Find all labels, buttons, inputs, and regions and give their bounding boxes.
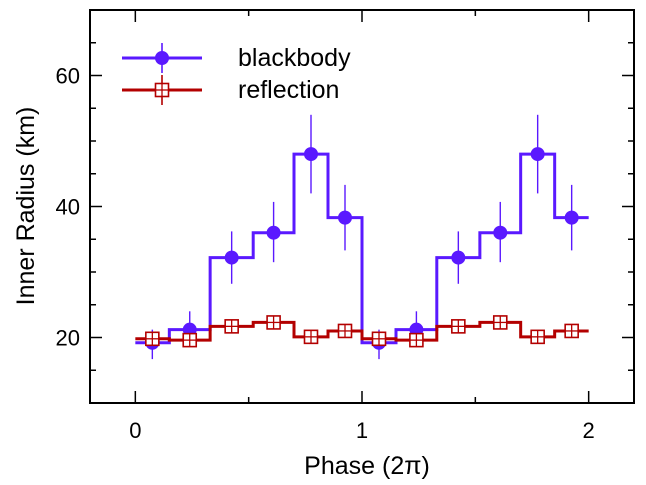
legend-label: reflection <box>238 76 339 104</box>
y-tick-label: 20 <box>56 326 80 351</box>
legend-label: blackbody <box>238 44 351 72</box>
series-reflection <box>135 315 589 348</box>
data-point <box>338 210 352 225</box>
data-point <box>451 250 466 265</box>
legend: blackbody reflection <box>122 43 351 105</box>
axis-ticks <box>90 9 634 404</box>
series-layer <box>135 114 589 360</box>
legend-item-reflection: reflection <box>122 75 339 105</box>
data-point <box>266 225 281 240</box>
x-tick-label: 2 <box>583 418 595 443</box>
series-blackbody-step-line <box>135 152 589 345</box>
x-tick-label: 1 <box>356 418 368 443</box>
data-point <box>304 147 318 162</box>
series-reflection-step-line <box>135 320 589 342</box>
axis-tick-labels: 0 1 2 20 40 60 <box>56 64 595 444</box>
x-tick-label: 0 <box>129 418 141 443</box>
data-point <box>493 225 508 240</box>
y-axis-label: Inner Radius (km) <box>12 107 40 306</box>
data-point <box>530 147 545 162</box>
y-tick-label: 40 <box>56 195 80 220</box>
data-point <box>564 210 579 225</box>
data-point <box>224 250 239 265</box>
legend-item-blackbody: blackbody <box>122 43 351 73</box>
data-point <box>155 51 169 65</box>
x-axis-label: Phase (2π) <box>304 452 430 480</box>
y-tick-label: 60 <box>56 64 80 89</box>
